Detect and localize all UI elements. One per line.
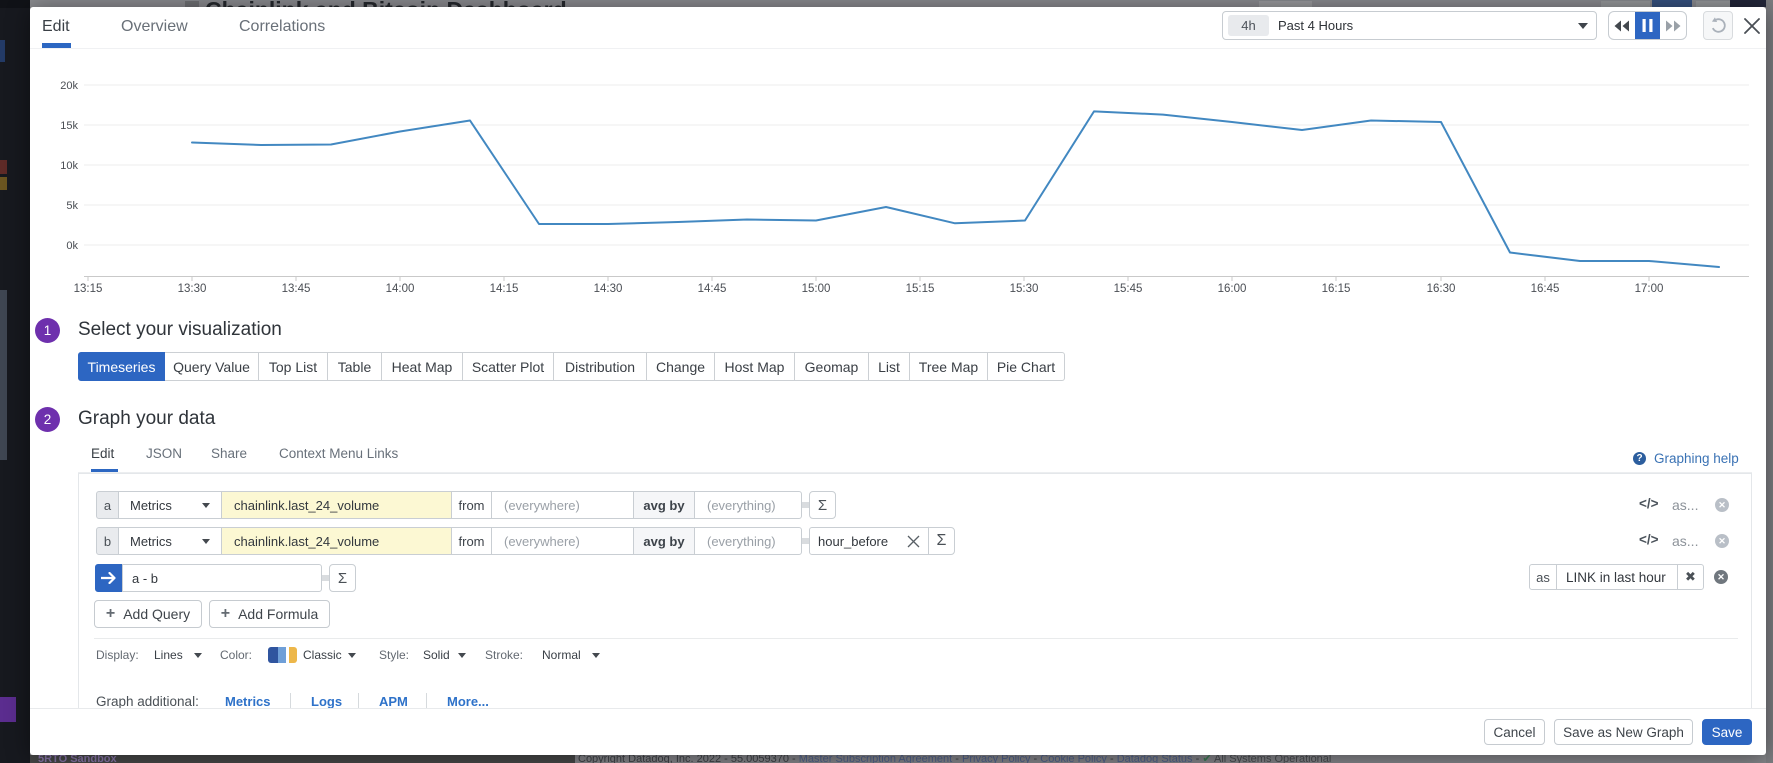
svg-text:15:45: 15:45 <box>1114 283 1143 295</box>
svg-text:14:00: 14:00 <box>386 283 415 295</box>
svg-text:13:45: 13:45 <box>282 283 311 295</box>
svg-text:15:15: 15:15 <box>906 283 935 295</box>
svg-text:13:15: 13:15 <box>74 283 103 295</box>
svg-text:16:00: 16:00 <box>1218 283 1247 295</box>
svg-text:20k: 20k <box>60 80 78 92</box>
svg-text:15:30: 15:30 <box>1010 283 1039 295</box>
svg-text:17:00: 17:00 <box>1635 283 1664 295</box>
svg-text:0k: 0k <box>66 240 78 252</box>
svg-text:14:45: 14:45 <box>698 283 727 295</box>
svg-text:5k: 5k <box>66 200 78 212</box>
svg-text:16:30: 16:30 <box>1427 283 1456 295</box>
svg-text:10k: 10k <box>60 160 78 172</box>
svg-text:15:00: 15:00 <box>802 283 831 295</box>
svg-text:13:30: 13:30 <box>178 283 207 295</box>
svg-text:15k: 15k <box>60 120 78 132</box>
svg-text:14:15: 14:15 <box>490 283 519 295</box>
svg-text:16:15: 16:15 <box>1322 283 1351 295</box>
svg-text:16:45: 16:45 <box>1531 283 1560 295</box>
svg-text:14:30: 14:30 <box>594 283 623 295</box>
